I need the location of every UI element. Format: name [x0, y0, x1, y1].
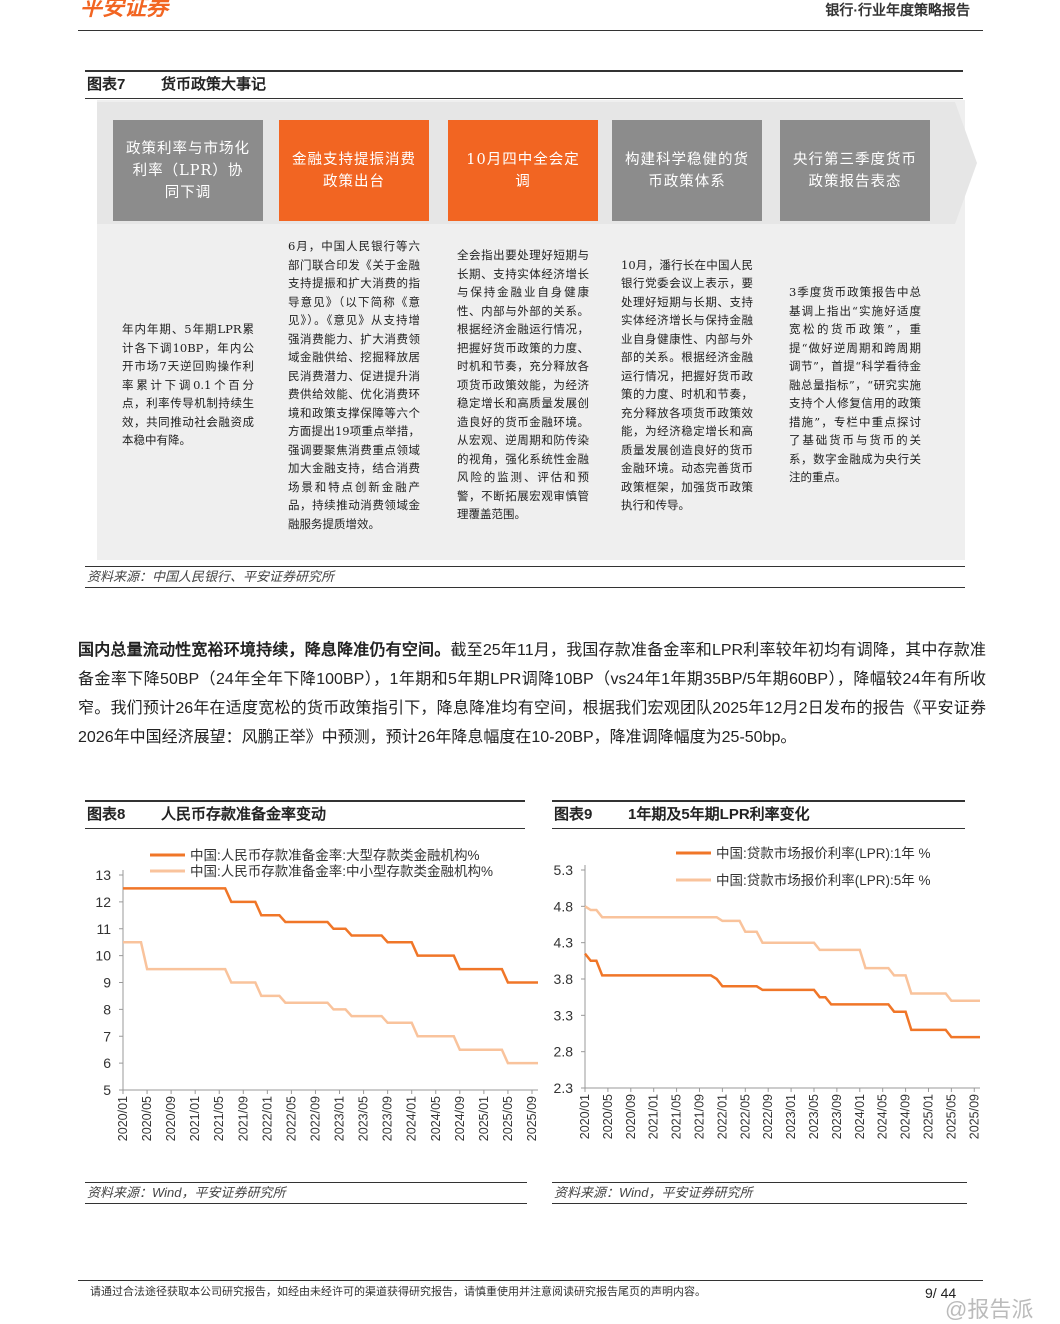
figure-source: 资料来源：中国人民银行、平安证券研究所	[85, 566, 965, 588]
chart-title-bar: 图表9 1年期及5年期LPR利率变化	[552, 800, 965, 829]
x-tick-label: 2025/05	[501, 1096, 515, 1141]
step-heading: 金融支持提振消费政策出台	[279, 120, 429, 221]
x-tick-label: 2021/05	[670, 1094, 684, 1139]
x-tick-label: 2020/09	[624, 1094, 638, 1139]
header-rule	[78, 30, 983, 31]
x-tick-label: 2023/05	[357, 1096, 371, 1141]
x-tick-label: 2022/09	[761, 1094, 775, 1139]
page-number: 9/ 44	[925, 1285, 957, 1301]
legend-label: 中国:人民币存款准备金率:中小型存款类金融机构%	[190, 863, 493, 879]
x-tick-label: 2022/09	[308, 1096, 322, 1141]
x-tick-label: 2024/09	[899, 1094, 913, 1139]
x-tick-label: 2021/01	[647, 1094, 661, 1139]
step-text: 3季度货币政策报告中总基调上指出“实施好适度宽松的货币政策”，重提“做好逆周期和…	[789, 285, 921, 485]
x-tick-label: 2021/05	[212, 1096, 226, 1141]
step-heading: 政策利率与市场化利率（LPR）协同下调	[113, 120, 263, 221]
x-tick-label: 2025/01	[477, 1096, 491, 1141]
paragraph-text: 截至25年11月，我国存款准备金率和LPR利率较年初均有调降，其中存款准备金率下…	[78, 642, 986, 746]
x-tick-label: 2023/05	[807, 1094, 821, 1139]
chart-label: 图表9	[554, 806, 593, 823]
x-tick-label: 2021/01	[188, 1096, 202, 1141]
y-tick-label: 3.8	[554, 971, 574, 987]
chart: 2.3 2.8 3.3 3.8 4.3 4.8 5.3 2020/01 2020/05 2020/…	[554, 845, 982, 1139]
y-tick-label: 2.3	[554, 1080, 574, 1096]
x-tick-label: 2020/01	[578, 1094, 592, 1139]
x-tick-label: 2023/09	[830, 1094, 844, 1139]
chart-label: 图表8	[87, 806, 126, 823]
x-tick-label: 2022/05	[284, 1096, 298, 1141]
y-tick-label: 8	[103, 1001, 111, 1017]
x-tick-label: 2025/01	[921, 1094, 935, 1139]
x-tick-label: 2022/01	[715, 1094, 729, 1139]
step-heading: 央行第三季度货币政策报告表态	[780, 120, 930, 221]
x-tick-label: 2021/09	[236, 1096, 250, 1141]
chart-title-bar: 图表8 人民币存款准备金率变动	[85, 800, 525, 829]
x-tick-label: 2025/05	[944, 1094, 958, 1139]
disclaimer: 请通过合法途径获取本公司研究报告，如经由未经许可的渠道获得研究报告，请慎重使用并…	[90, 1286, 706, 1298]
legend-label: 中国:贷款市场报价利率(LPR):5年 %	[716, 872, 931, 888]
x-tick-label: 2024/09	[453, 1096, 467, 1141]
logo: 平安证券	[80, 0, 169, 20]
figure-title-bar: 图表7 货币政策大事记	[85, 70, 963, 99]
y-tick-label: 10	[95, 948, 111, 964]
x-tick-label: 2024/05	[429, 1096, 443, 1141]
x-tick-label: 2025/09	[967, 1094, 981, 1139]
step-heading: 构建科学稳健的货币政策体系	[612, 120, 762, 221]
y-tick-label: 6	[103, 1055, 111, 1071]
x-tick-label: 2024/01	[405, 1096, 419, 1141]
x-tick-label: 2025/09	[525, 1096, 539, 1141]
chart: 5 6 7 8 9 10 11 12 13 2020/01 2020/05 2020/09 2021/0…	[95, 847, 539, 1141]
step-text: 10月，潘行长在中国人民银行党委会议上表示，要处理好短期与长期、支持实体经济增长…	[621, 257, 753, 513]
step-heading: 10月四中全会定调	[448, 120, 598, 221]
x-tick-label: 2023/01	[784, 1094, 798, 1139]
x-tick-label: 2020/05	[601, 1094, 615, 1139]
paragraph-lead: 国内总量流动性宽裕环境持续，降息降准仍有空间。	[78, 642, 451, 659]
step-text: 年内年期、5年期LPR累计各下调10BP，年内公开市场7天逆回购操作利率累计下调…	[122, 322, 254, 448]
y-tick-label: 12	[95, 894, 111, 910]
footer-rule	[78, 1280, 983, 1281]
report-title: 银行·行业年度策略报告	[825, 2, 970, 18]
series-line	[123, 940, 538, 1065]
chart-title: 1年期及5年期LPR利率变化	[628, 806, 810, 823]
step-text: 6月，中国人民银行等六部门联合印发《关于金融支持提振和扩大消费的指导意见》（以下…	[288, 239, 420, 531]
chart-source: 资料来源：Wind，平安证券研究所	[552, 1182, 967, 1204]
y-tick-label: 4.3	[554, 935, 574, 951]
series-line	[123, 887, 538, 984]
y-tick-label: 7	[103, 1028, 111, 1044]
x-tick-label: 2020/09	[164, 1096, 178, 1141]
y-tick-label: 3.3	[554, 1007, 574, 1023]
x-tick-label: 2023/01	[333, 1096, 347, 1141]
legend-label: 中国:贷款市场报价利率(LPR):1年 %	[716, 845, 931, 861]
series-line	[584, 952, 980, 1039]
x-tick-label: 2020/05	[140, 1096, 154, 1141]
y-tick-label: 11	[96, 921, 111, 937]
series-line	[584, 905, 980, 1003]
y-tick-label: 4.8	[554, 898, 574, 914]
watermark: @报告派	[945, 1297, 1034, 1322]
x-tick-label: 2022/01	[260, 1096, 274, 1141]
chart-title: 人民币存款准备金率变动	[161, 806, 327, 823]
paragraph: 国内总量流动性宽裕环境持续，降息降准仍有空间。截至25年11月，我国存款准备金率…	[78, 636, 986, 752]
x-tick-label: 2022/05	[738, 1094, 752, 1139]
y-tick-label: 9	[103, 975, 111, 991]
y-tick-label: 13	[95, 867, 111, 883]
y-tick-label: 2.8	[554, 1044, 574, 1060]
x-tick-label: 2024/05	[876, 1094, 890, 1139]
x-tick-label: 2021/09	[692, 1094, 706, 1139]
y-tick-label: 5	[103, 1082, 111, 1098]
figure-title: 货币政策大事记	[161, 76, 267, 93]
figure-label: 图表7	[87, 76, 126, 93]
step-text: 全会指出要处理好短期与长期、支持实体经济增长与保持金融业自身健康性、内部与外部的…	[457, 248, 589, 522]
legend-label: 中国:人民币存款准备金率:大型存款类金融机构%	[190, 847, 480, 863]
x-tick-label: 2023/09	[381, 1096, 395, 1141]
y-tick-label: 5.3	[554, 862, 574, 878]
x-tick-label: 2024/01	[853, 1094, 867, 1139]
x-tick-label: 2020/01	[116, 1096, 130, 1141]
chart-source: 资料来源：Wind，平安证券研究所	[85, 1182, 527, 1204]
